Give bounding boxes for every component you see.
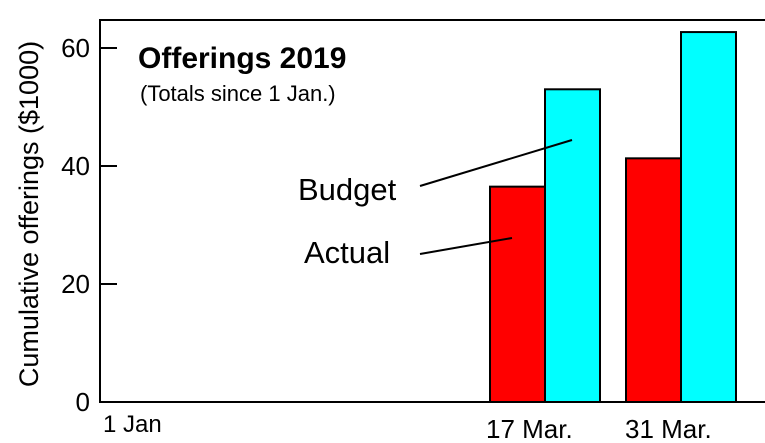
bar-actual-1 — [489, 185, 546, 403]
bar-group — [489, 31, 737, 404]
budget-annotation: Budget — [298, 172, 397, 207]
actual-leader-line — [419, 237, 513, 255]
chart-subtitle: (Totals since 1 Jan.) — [140, 81, 336, 106]
y-axis-label: Cumulative offerings ($1000) — [14, 41, 44, 387]
y-axis: 0 20 40 60 — [61, 33, 117, 417]
x-tick-label-31-mar: 31 Mar. — [625, 414, 712, 443]
x-tick-label-1-jan: 1 Jan — [103, 411, 162, 438]
plot-frame — [99, 19, 765, 403]
budget-leader-line — [419, 139, 573, 187]
y-tick-label-0: 0 — [76, 387, 90, 417]
y-tick-label-60: 60 — [61, 33, 90, 63]
x-tick-label-17-mar: 17 Mar. — [486, 414, 573, 443]
bar-budget-2 — [680, 31, 737, 403]
y-tick-label-40: 40 — [61, 151, 90, 181]
bar-actual-2 — [625, 157, 682, 403]
bar-budget-1 — [544, 88, 601, 404]
actual-annotation: Actual — [304, 235, 390, 270]
y-tick-label-20: 20 — [61, 269, 90, 299]
chart-title: Offerings 2019 — [138, 42, 346, 75]
